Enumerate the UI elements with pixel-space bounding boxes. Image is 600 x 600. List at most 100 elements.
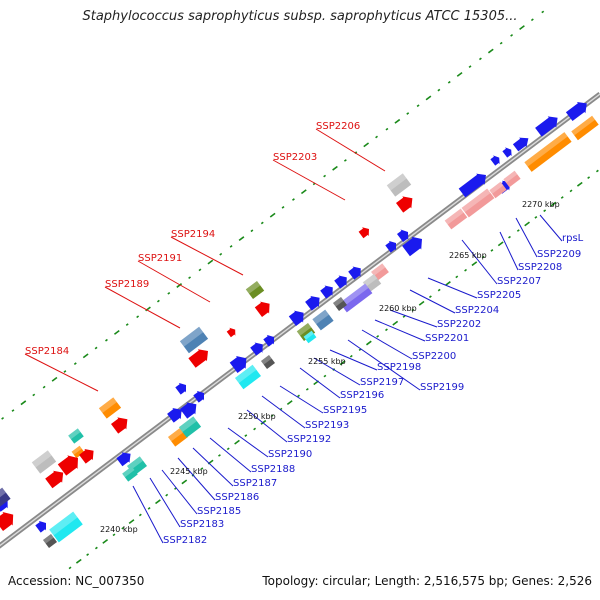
gc-dot-a-27	[207, 259, 214, 265]
feature-fwd-25	[111, 417, 128, 434]
label-ssp2189: SSP2189	[105, 279, 149, 290]
gc-dot-b-52	[481, 255, 485, 259]
feature-rev-16	[250, 342, 263, 356]
label-ssp2199-leader	[347, 339, 421, 391]
label-ssp2194-leader	[170, 236, 244, 276]
gc-dot-b-49	[455, 275, 459, 279]
accession-text: Accession: NC_007350	[8, 574, 145, 588]
gc-dot-a-15	[82, 353, 89, 359]
gc-dot-b-44	[411, 308, 415, 312]
label-ssp2201: SSP2201	[425, 333, 469, 344]
gc-dot-a-51	[456, 72, 463, 77]
gc-dot-b-60	[550, 201, 557, 207]
gc-dot-b-61	[560, 196, 564, 199]
gc-dot-b-13	[138, 513, 142, 517]
gc-dot-b-43	[402, 315, 406, 318]
gc-dot-a-44	[385, 127, 389, 131]
scale-ticks: 2240 kbp 2245 kbp 2250 kbp 2255 kbp 2260 kbp…	[100, 200, 560, 534]
gc-dot-b-8	[94, 546, 98, 550]
label-ssp2190-leader	[227, 427, 269, 458]
gc-dot-b-59	[543, 209, 547, 213]
gc-dot-b-45	[418, 300, 425, 306]
gc-dot-a-55	[499, 41, 503, 45]
feature-fwd-17	[226, 327, 236, 338]
gc-dot-a-38	[323, 174, 327, 178]
feature-rev-17	[263, 334, 275, 347]
gc-dot-b-23	[226, 447, 230, 451]
label-ssp2201-leader	[374, 319, 426, 342]
gc-dot-b-30	[286, 400, 293, 405]
label-ssp2186-leader	[177, 457, 216, 501]
gc-dot-b-18	[181, 479, 188, 485]
gc-dot-b-7	[86, 553, 90, 557]
gc-dot-a-33	[269, 212, 276, 218]
label-ssp2197: SSP2197	[360, 377, 404, 388]
gc-dot-a-20	[136, 315, 140, 319]
label-ssp2203-leader	[272, 159, 346, 201]
feature-fwd-15	[245, 280, 265, 300]
gc-dot-a-53	[478, 57, 482, 61]
gc-dot-a-58	[530, 18, 534, 22]
feature-fwd-0	[535, 116, 558, 137]
gc-dot-b-12	[128, 519, 135, 525]
gc-dot-a-56	[510, 34, 514, 37]
gc-dot-b-37	[349, 354, 353, 358]
gc-dot-a-59	[541, 10, 545, 14]
gc-dot-a-26	[198, 268, 202, 272]
feature-rev-19	[260, 354, 276, 370]
label-ssp2196-leader	[299, 367, 341, 399]
feature-fwd-16	[254, 301, 270, 318]
feature-fwd-31	[45, 470, 64, 489]
tick-label-3: 2255 kbp	[308, 357, 346, 366]
label-ssp2182-leader	[132, 485, 164, 544]
gc-dot-b-22	[218, 454, 221, 457]
label-ssp2206: SSP2206	[316, 121, 360, 132]
label-ssp2192-leader	[246, 409, 288, 443]
label-ssp2193: SSP2193	[305, 420, 349, 431]
label-ssp2182: SSP2182	[163, 535, 207, 546]
label-ssp2192: SSP2192	[287, 434, 331, 445]
label-ssp2183: SSP2183	[180, 519, 224, 530]
gene-features	[0, 102, 599, 549]
gene-labels: SSP2184 SSP2189 SSP2191 SSP2194 SSP2203 SSP22…	[25, 121, 584, 546]
gc-dot-a-16	[94, 346, 98, 350]
feature-fwd-4	[490, 155, 500, 166]
gc-dot-b-63	[576, 181, 583, 187]
feature-rev-18	[229, 356, 247, 374]
feature-fwd-33	[0, 512, 14, 532]
gc-dot-b-21	[207, 459, 214, 465]
feature-rev-5	[444, 208, 468, 230]
label-ssp2196: SSP2196	[340, 390, 384, 401]
gc-dot-a-43	[375, 135, 378, 139]
feature-fwd-19	[188, 349, 208, 368]
gc-dot-b-42	[392, 320, 399, 326]
gc-dot-b-47	[437, 288, 441, 292]
feature-rev-7	[402, 236, 422, 257]
feature-fwd-8	[396, 196, 413, 213]
tick-label-6: 2270 kbp	[522, 200, 560, 209]
feature-rev-2	[503, 170, 521, 188]
gc-dot-b-64	[587, 176, 591, 180]
feature-fwd-23	[167, 407, 182, 423]
label-ssp2186: SSP2186	[215, 492, 259, 503]
feature-fwd-27	[71, 445, 85, 459]
feature-fwd-5	[458, 173, 486, 198]
gc-dot-b-48	[445, 281, 451, 286]
gc-dot-b-56	[516, 229, 520, 232]
label-ssp2209: SSP2209	[537, 249, 581, 260]
gc-dot-a-42	[363, 142, 370, 148]
feature-fwd-13	[305, 295, 320, 311]
gc-dot-a-48	[425, 95, 432, 101]
label-ssp2205-leader	[427, 277, 478, 299]
gc-dot-a-47	[416, 104, 420, 108]
gc-dot-a-35	[292, 198, 295, 201]
label-ssp2185: SSP2185	[197, 506, 241, 517]
gc-dot-b-34	[323, 374, 327, 378]
label-ssp2188: SSP2188	[251, 464, 295, 475]
gc-dot-b-32	[305, 387, 309, 391]
gc-dot-b-57	[524, 221, 530, 227]
label-rpsl: rpsL	[562, 233, 584, 244]
label-ssp2209-leader	[515, 217, 538, 258]
label-leaders	[24, 128, 563, 544]
gc-dot-b-39	[365, 340, 372, 346]
